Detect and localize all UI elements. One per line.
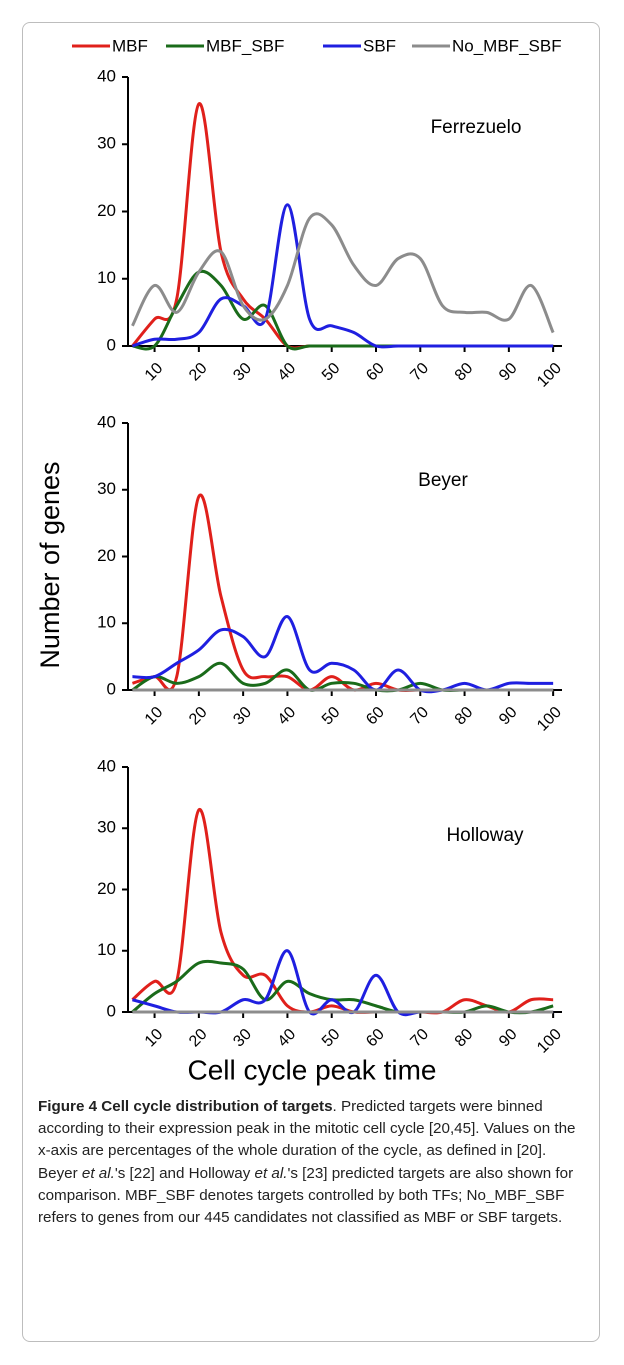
y-tick-label: 20 [97,879,116,898]
series-line [131,661,554,693]
panel-title: Holloway [446,825,524,846]
y-tick-label: 10 [97,613,116,632]
caption-label: Figure 4 Cell cycle distribution of targ… [38,1098,333,1115]
legend-label: SBF [363,36,396,55]
caption-text: et al. [81,1164,115,1182]
caption-text: . Predicted targets were binned accordin… [38,1098,576,1182]
x-tick-label: 30 [230,360,255,385]
x-tick-label: 10 [142,360,167,385]
panel-title: Beyer [418,470,468,491]
legend-label: MBF_SBF [206,36,284,55]
x-tick-label: 20 [186,704,211,729]
x-tick-label: 70 [407,704,432,729]
x-tick-label: 100 [534,360,565,391]
legend-label: No_MBF_SBF [452,36,562,55]
chart: MBF MBF_SBF SBF No_MBF_SBF 0 10 20 30 40 10 20 30 40… [35,36,565,1085]
x-tick-label: 70 [407,1026,432,1051]
x-tick-label: 40 [275,1026,300,1051]
y-tick-label: 0 [107,1001,116,1020]
x-tick-label: 40 [275,360,300,385]
y-tick-label: 20 [97,546,116,565]
x-tick-label: 80 [452,1026,477,1051]
x-tick-label: 50 [319,360,344,385]
x-tick-label: 100 [534,704,565,735]
x-tick-label: 40 [275,704,300,729]
x-tick-label: 60 [363,1026,388,1051]
x-tick-label: 90 [496,704,521,729]
y-tick-label: 0 [107,335,116,354]
caption-text: 's [23] predicted targets are also shown… [38,1164,574,1227]
x-tick-label: 30 [230,704,255,729]
y-tick-label: 30 [97,134,116,153]
x-tick-label: 100 [534,1026,565,1057]
y-tick-label: 40 [97,756,116,775]
series-line [132,269,554,351]
figure-frame [22,22,600,1342]
x-tick-label: 70 [407,360,432,385]
panel-title: Ferrezuelo [431,117,522,138]
y-tick-label: 0 [107,679,116,698]
y-tick-label: 30 [97,479,116,498]
y-tick-label: 10 [97,268,116,287]
y-tick-label: 40 [97,412,116,431]
series-line [131,102,554,350]
x-tick-label: 80 [452,704,477,729]
x-tick-label: 50 [319,704,344,729]
x-tick-label: 10 [142,1026,167,1051]
caption: Figure 4 Cell cycle distribution of targ… [38,1096,590,1229]
y-tick-label: 20 [97,201,116,220]
caption-text: et al. [254,1164,288,1182]
series-line [132,615,554,694]
x-tick-label: 20 [186,360,211,385]
x-tick-label: 80 [452,360,477,385]
series-line [131,203,554,349]
y-tick-label: 10 [97,940,116,959]
y-tick-label: 30 [97,818,116,837]
y-axis-title: Number of genes [35,461,65,668]
series-line [131,493,554,692]
caption-text: 's [22] and Holloway [114,1164,255,1182]
series-line [131,959,554,1015]
y-tick-label: 40 [97,66,116,85]
x-tick-label: 20 [186,1026,211,1051]
x-tick-label: 90 [496,360,521,385]
x-tick-label: 90 [496,1026,521,1051]
x-tick-label: 50 [319,1026,344,1051]
series-line [131,808,554,1015]
x-tick-label: 10 [142,704,167,729]
x-tick-label: 60 [363,360,388,385]
legend-label: MBF [112,36,148,55]
series-line [131,212,555,334]
x-tick-label: 60 [363,704,388,729]
x-tick-label: 30 [230,1026,255,1051]
x-axis-title: Cell cycle peak time [188,1054,437,1085]
